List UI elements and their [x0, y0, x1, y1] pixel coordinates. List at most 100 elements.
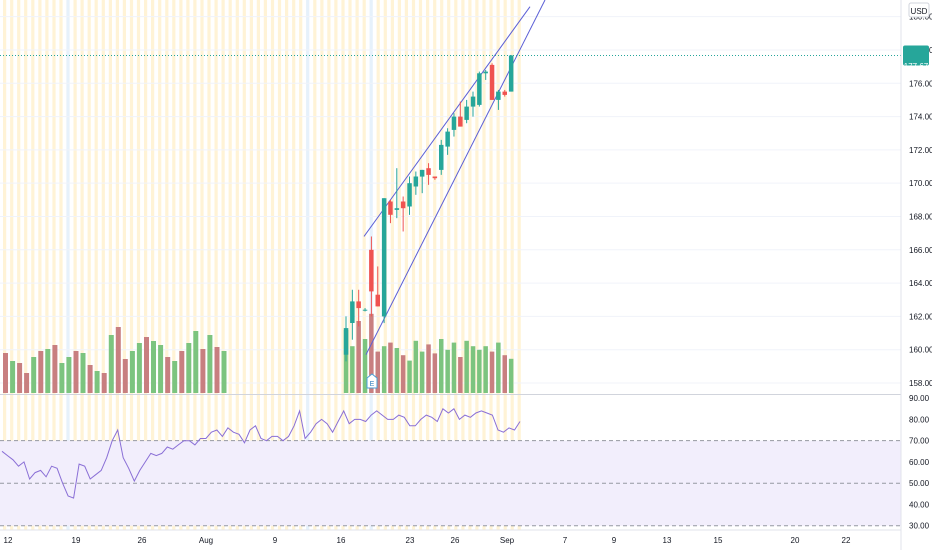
candles — [343, 54, 514, 362]
candle-body — [489, 64, 495, 100]
volume-bar — [101, 373, 107, 393]
session-band — [468, 0, 472, 530]
volume-bar — [477, 349, 482, 393]
volume-bar — [31, 357, 37, 393]
session-band — [228, 0, 232, 530]
session-band — [299, 0, 303, 530]
volume-bar — [496, 342, 501, 393]
session-band — [129, 0, 134, 530]
price-tick-label: 170.00 — [909, 179, 932, 188]
time-tick-label: Aug — [199, 536, 213, 545]
price-tick-label: 174.00 — [909, 113, 932, 122]
session-band — [334, 0, 338, 530]
candle-body — [350, 301, 355, 323]
volume-bar — [432, 353, 438, 393]
earnings-marker[interactable]: E — [366, 373, 378, 389]
candle-body — [426, 168, 431, 175]
session-band — [348, 0, 352, 530]
volume-bar — [17, 363, 23, 393]
time-tick-label: 9 — [612, 536, 617, 545]
session-band — [277, 0, 282, 530]
currency-label: USD — [911, 7, 928, 16]
volume-bar — [122, 359, 128, 393]
last-price-tag: 177.67 09:46 — [903, 45, 929, 79]
candle-body — [496, 91, 501, 100]
session-band — [101, 0, 105, 530]
candle-body — [394, 208, 400, 210]
volume-bar — [489, 351, 495, 393]
session-band — [285, 0, 289, 530]
volume-bar — [407, 360, 412, 393]
candle-body — [388, 201, 393, 215]
session-band — [186, 0, 190, 530]
session-band — [158, 0, 162, 530]
time-tick-label: 26 — [138, 536, 147, 545]
time-axis[interactable]: 12 19 26 Aug 9 16 23 26 Sep 7 9 13 15 20 22 — [4, 536, 851, 545]
time-tick-label: 19 — [72, 536, 81, 545]
time-tick-label: 13 — [663, 536, 672, 545]
price-tick-label: 176.00 — [909, 79, 932, 88]
volume-bar — [470, 346, 476, 393]
candle-body — [407, 183, 412, 207]
volume-bar — [419, 351, 425, 393]
price-tick-label: 172.00 — [909, 146, 932, 155]
time-tick-label: Sep — [500, 536, 515, 545]
volume-bar — [464, 340, 469, 393]
volume-bar — [10, 361, 16, 393]
session-band — [376, 0, 380, 530]
session-band — [404, 0, 408, 530]
session-band — [475, 0, 479, 530]
volume-bar — [94, 371, 100, 393]
session-band — [108, 0, 112, 530]
session-band — [426, 0, 430, 530]
session-band — [362, 0, 366, 530]
session-band — [193, 0, 197, 530]
candle-body — [375, 294, 380, 307]
candle-body — [470, 96, 476, 107]
session-band — [390, 0, 394, 530]
rsi-band-area — [0, 440, 901, 527]
session-band — [496, 0, 500, 530]
session-band — [179, 0, 183, 530]
volume-bar — [369, 313, 374, 393]
rsi-tick-label: 30.00 — [909, 522, 930, 531]
volume-bar — [172, 361, 178, 393]
volume-bar — [136, 343, 142, 393]
session-band — [489, 0, 493, 530]
volume-bar — [179, 351, 185, 393]
time-tick-label: 15 — [714, 536, 723, 545]
currency-badge[interactable] — [908, 2, 930, 18]
volume-bar — [439, 339, 444, 393]
candle-body — [400, 201, 406, 209]
session-band — [482, 0, 486, 530]
session-band — [418, 0, 423, 530]
candle-body — [439, 144, 444, 170]
candle-body — [502, 91, 507, 95]
earnings-flag-icon — [366, 373, 378, 389]
volume-bar — [200, 349, 206, 393]
session-band — [94, 0, 98, 530]
volume-bar — [151, 341, 156, 393]
channel-lower-line — [365, 0, 546, 355]
session-band — [80, 0, 84, 530]
session-band — [447, 0, 451, 530]
rsi-tick-label: 40.00 — [909, 500, 930, 509]
session-band — [10, 0, 14, 530]
volume-bar — [144, 337, 149, 393]
candle-body — [419, 169, 425, 177]
price-tick-label: 158.00 — [909, 379, 932, 388]
session-band — [172, 0, 176, 530]
rsi-axis[interactable]: 90.00 80.00 70.00 60.00 50.00 40.00 30.00 — [909, 394, 930, 531]
volume-bar — [52, 345, 58, 393]
session-band — [270, 0, 275, 530]
volume-bar — [381, 346, 387, 393]
volume-bar — [59, 363, 65, 393]
time-tick-label: 20 — [791, 536, 800, 545]
candle-body — [477, 73, 482, 105]
rsi-tick-label: 80.00 — [909, 415, 930, 424]
candle-body — [464, 106, 469, 120]
session-band — [144, 0, 148, 530]
rsi-tick-label: 70.00 — [909, 437, 930, 446]
session-band — [87, 0, 91, 530]
